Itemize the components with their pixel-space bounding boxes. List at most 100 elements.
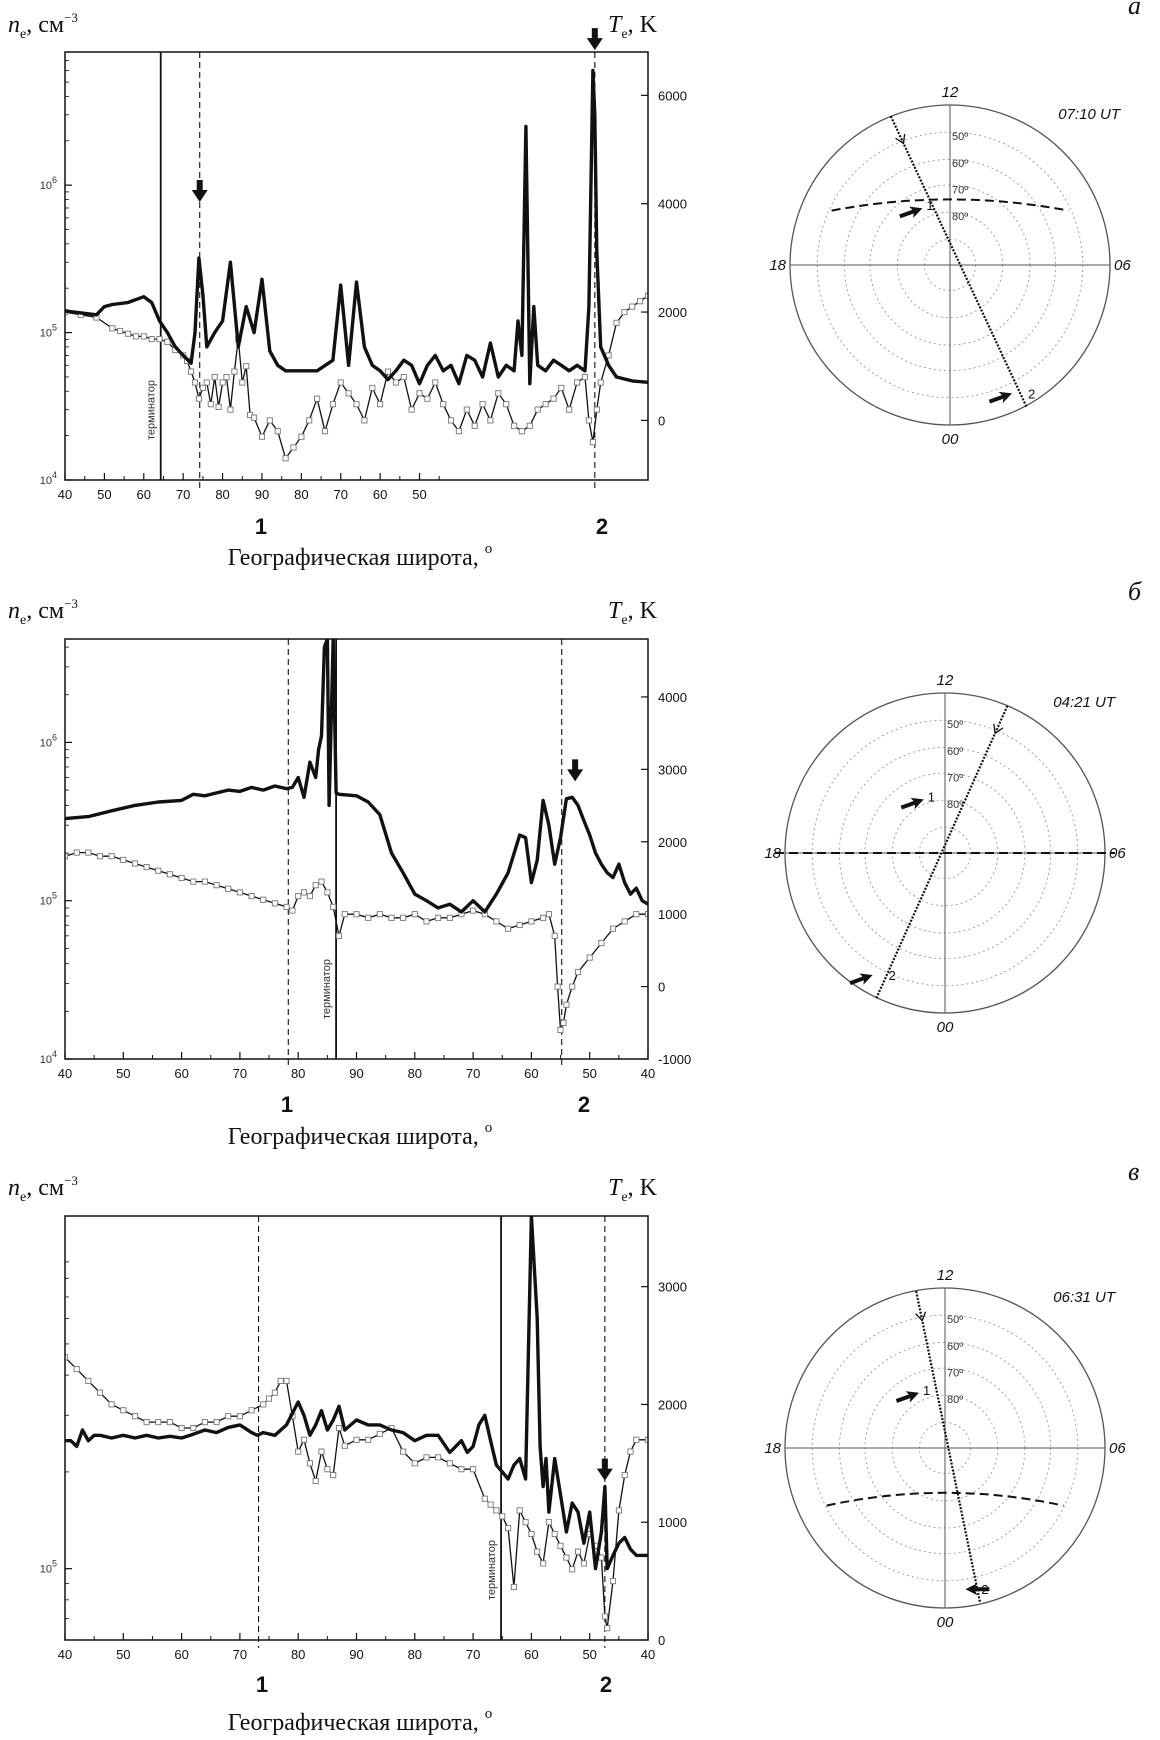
- y-right-tick-label: 6000: [658, 88, 687, 103]
- te-point: [271, 900, 278, 907]
- te-point: [615, 1507, 622, 1514]
- te-point: [108, 853, 115, 860]
- te-point: [219, 379, 226, 386]
- te-point: [505, 925, 512, 932]
- te-point: [207, 401, 214, 408]
- te-point: [236, 1413, 243, 1420]
- te-point: [290, 444, 297, 451]
- te-point: [516, 1507, 523, 1514]
- y-right-tick-label: 0: [658, 1633, 665, 1648]
- te-point: [300, 889, 308, 896]
- te-point: [644, 292, 648, 299]
- te-point: [522, 1519, 529, 1526]
- te-point: [540, 914, 547, 921]
- te-point: [178, 874, 185, 882]
- point-2-label-c: 2: [600, 1672, 612, 1697]
- series-group: [65, 639, 648, 1034]
- te-point: [487, 1501, 494, 1508]
- te-point: [353, 401, 360, 408]
- te-point: [108, 1401, 115, 1408]
- te-point: [447, 417, 455, 424]
- x-tick-label: 80: [408, 1066, 422, 1081]
- te-point: [369, 384, 376, 391]
- dial-time: 04:21 UT: [1053, 694, 1117, 711]
- dial-point-1-arrow: [900, 797, 924, 810]
- te-point: [353, 911, 360, 918]
- te-point: [324, 889, 331, 896]
- terminator-label: терминатор: [486, 1540, 498, 1600]
- te-point: [155, 1419, 162, 1426]
- te-point: [569, 1566, 576, 1573]
- te-point: [190, 1424, 197, 1432]
- te-point: [499, 1513, 506, 1520]
- arrow-shape: [895, 1391, 919, 1403]
- te-point: [190, 878, 197, 885]
- te-point: [213, 882, 220, 889]
- te-point: [392, 379, 399, 386]
- te-point: [621, 1472, 628, 1479]
- dial-point-1-arrow: [899, 206, 923, 219]
- te-point: [341, 911, 348, 918]
- te-point: [633, 1436, 640, 1443]
- te-point: [633, 911, 640, 918]
- te-point: [365, 1436, 372, 1443]
- te-point: [493, 1507, 500, 1514]
- dial-point-1: 1: [928, 789, 935, 804]
- y-right-tick-label: 2000: [658, 835, 687, 850]
- te-point: [109, 325, 116, 332]
- latitude-label: 50º: [947, 1314, 963, 1326]
- te-point: [85, 1377, 92, 1384]
- dial-point-1: 1: [923, 1383, 930, 1398]
- te-point: [282, 455, 289, 462]
- x-tick-label: 50: [97, 487, 111, 502]
- te-point: [446, 914, 453, 921]
- te-point: [629, 303, 636, 310]
- y-left-tick-label: 104: [40, 470, 57, 487]
- te-point: [574, 969, 582, 976]
- x-tick-label: 50: [116, 1066, 130, 1081]
- te-point: [563, 1554, 570, 1561]
- plot-frame: [64, 638, 649, 1060]
- te-point: [188, 368, 195, 375]
- x-tick-label: 70: [176, 487, 190, 502]
- y-right-tick-label: 2000: [658, 1397, 687, 1412]
- te-point: [300, 1436, 308, 1443]
- te-point: [337, 379, 344, 386]
- te-point: [589, 439, 596, 446]
- te-point: [243, 363, 250, 370]
- ne-axis-label-b: ne, см−3: [8, 596, 78, 628]
- te-point: [274, 428, 281, 435]
- te-point: [458, 1466, 465, 1473]
- te-point: [271, 1389, 278, 1396]
- hour-label-00: 00: [937, 1614, 954, 1631]
- arrow-shape: [988, 391, 1012, 404]
- x-tick-label: 60: [174, 1066, 188, 1081]
- te-point: [597, 379, 604, 386]
- te-point: [277, 1377, 284, 1384]
- x-tick-label: 80: [215, 487, 229, 502]
- te-point: [318, 878, 325, 885]
- te-point: [199, 384, 206, 391]
- te-point: [73, 849, 80, 856]
- te-point: [470, 1466, 477, 1473]
- te-point: [440, 401, 447, 408]
- te-point: [518, 428, 525, 435]
- y-right-tick-label: 1000: [658, 1515, 687, 1530]
- hour-label-00: 00: [942, 431, 959, 448]
- te-point: [321, 428, 329, 435]
- y-right-tick-label: 3000: [658, 762, 687, 777]
- latitude-label: 50º: [947, 719, 963, 731]
- x-tick-label: 60: [174, 1647, 188, 1662]
- te-point: [526, 422, 533, 429]
- te-point: [545, 911, 552, 918]
- te-point: [341, 1442, 348, 1449]
- te-point: [289, 907, 296, 914]
- te-point: [487, 417, 494, 424]
- te-series-line: [65, 851, 648, 1031]
- hour-label-06: 06: [1109, 845, 1126, 862]
- te-point: [132, 333, 139, 340]
- te-point: [166, 871, 173, 878]
- te-point: [557, 1026, 564, 1034]
- te-point: [384, 368, 392, 375]
